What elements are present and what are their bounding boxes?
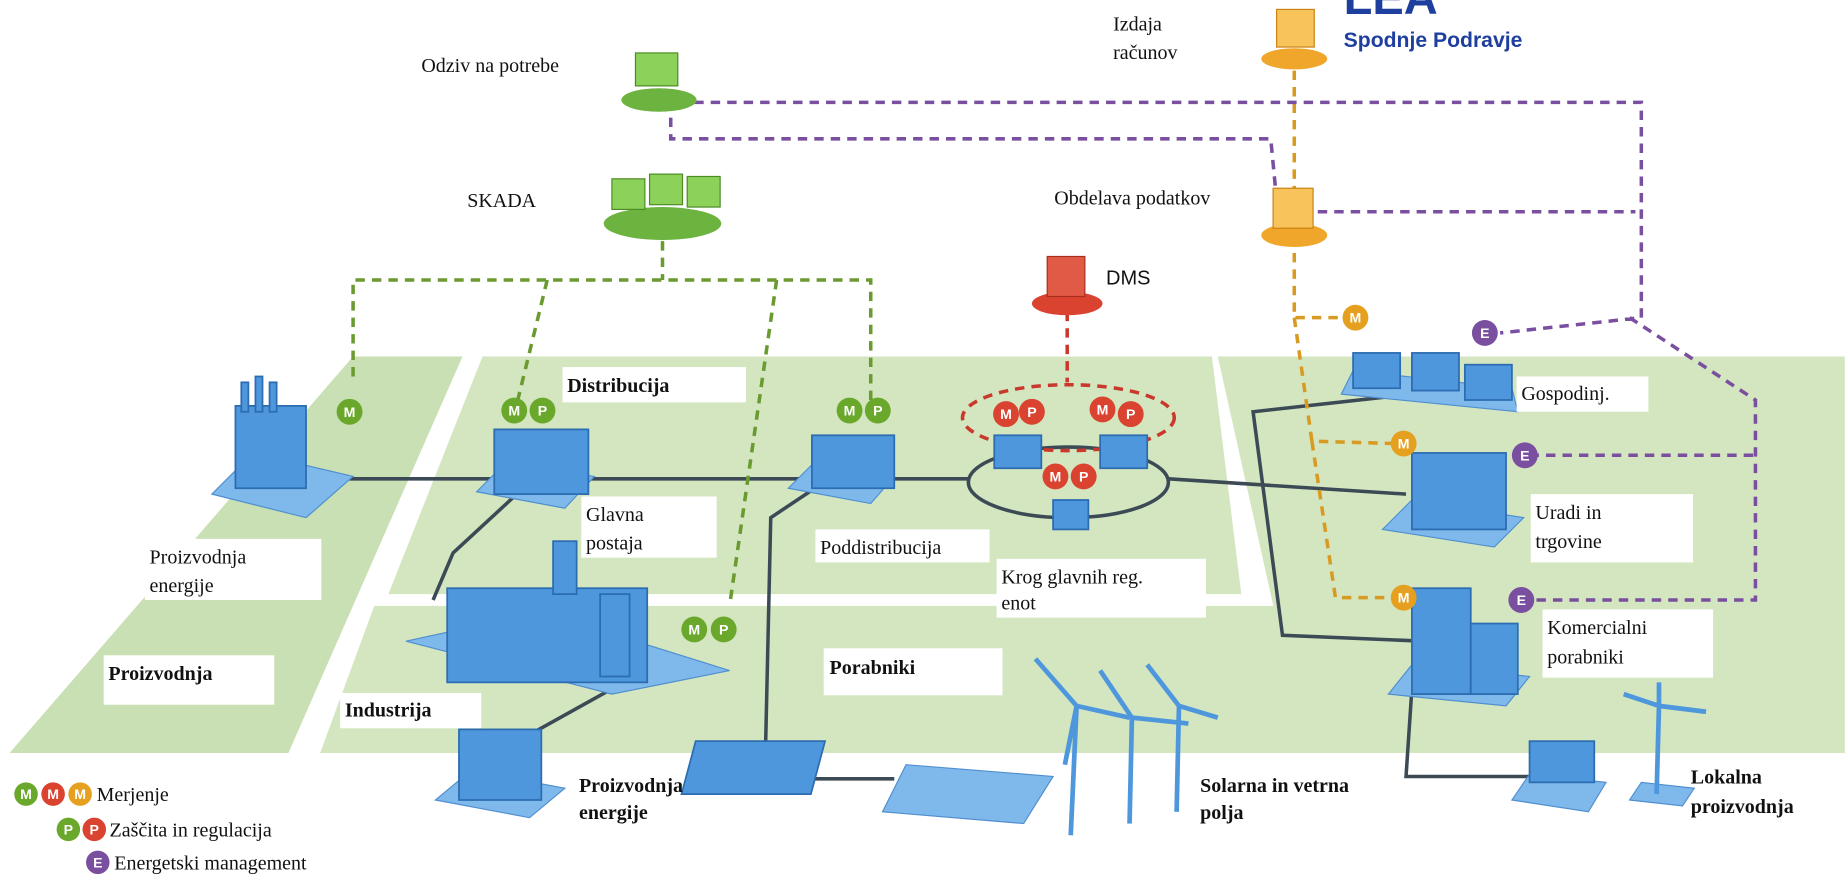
badge: M [993, 401, 1019, 427]
badge: M [1391, 431, 1417, 457]
badge-letter: M [344, 404, 356, 420]
node-label: Glavna [586, 504, 644, 526]
node-label: porabniki [1547, 647, 1624, 669]
node-label: računov [1113, 42, 1177, 64]
node-label: Gospodinj. [1521, 383, 1609, 405]
node-label: Odziv na potrebe [421, 55, 559, 77]
logo: LEA Spodnje Podravje [1344, 0, 1523, 52]
badge-letter: M [844, 403, 856, 419]
node-label: Poddistribucija [820, 537, 941, 559]
badge-letter: P [538, 403, 547, 419]
badge: P [1071, 464, 1097, 490]
badge-letter: M [74, 786, 86, 802]
node-label: DMS [1106, 268, 1150, 290]
legend-badge: M [68, 782, 92, 806]
badge-letter: M [1350, 310, 1362, 326]
area-label: proizvodnja [1691, 796, 1794, 818]
badge-letter: M [1050, 468, 1062, 484]
badge: P [1118, 401, 1144, 427]
area-label: energije [579, 802, 648, 824]
node-label: Komercialni [1547, 617, 1647, 639]
badge-letter: P [90, 821, 99, 837]
badge-letter: M [1097, 401, 1109, 417]
node-label: Uradi in [1535, 502, 1601, 524]
node-label: Proizvodnja [150, 547, 247, 569]
node-label: enot [1001, 592, 1036, 614]
area-label: Proizvodnja [108, 663, 212, 685]
badge-letter: P [873, 403, 882, 419]
badge-letter: M [1000, 406, 1012, 422]
area-label: Distribucija [567, 375, 669, 397]
node-label: postaja [586, 532, 643, 554]
badge-letter: P [1079, 468, 1088, 484]
node-label: energije [150, 575, 214, 597]
node-label: trgovine [1535, 531, 1601, 553]
badge-letter: P [64, 821, 73, 837]
area-label: Industrija [345, 699, 432, 721]
legend: M M M Merjenje P P Zaščita in regulacija… [14, 782, 307, 874]
area-label: polja [1200, 802, 1243, 824]
legend-label: Energetski management [114, 852, 307, 874]
badge: M [837, 398, 863, 424]
badge: M [1343, 305, 1369, 331]
node-label: Izdaja [1113, 14, 1162, 36]
badge-letter: M [508, 403, 520, 419]
badge-letter: E [93, 854, 102, 870]
diagram: M M P M P M P M P M P M P M M M E E E LE… [0, 0, 1845, 880]
badge: P [711, 616, 737, 642]
node-label: Obdelava podatkov [1054, 188, 1210, 210]
badge-letter: M [1398, 436, 1410, 452]
badge-letter: P [1027, 404, 1036, 420]
devices [604, 9, 1328, 315]
badge: E [1472, 320, 1498, 346]
badge: M [1090, 396, 1116, 422]
badge: M [1391, 585, 1417, 611]
legend-badge: P [57, 818, 81, 842]
legend-badge: M [41, 782, 65, 806]
badge: P [1019, 399, 1045, 425]
legend-label: Merjenje [97, 784, 169, 806]
legend-label: Zaščita in regulacija [110, 819, 272, 841]
area-label: Proizvodnja [579, 775, 683, 797]
area-label: Porabniki [830, 657, 916, 679]
badge: E [1508, 587, 1534, 613]
badge-letter: E [1480, 325, 1489, 341]
area-label: Solarna in vetrna [1200, 775, 1349, 797]
badge-letter: M [20, 786, 32, 802]
badge-letter: P [1126, 406, 1135, 422]
badge-letter: E [1520, 447, 1529, 463]
badge: P [530, 398, 556, 424]
node-label: Krog glavnih reg. [1001, 567, 1143, 589]
legend-badge: M [14, 782, 38, 806]
badge-letter: M [688, 621, 700, 637]
logo-subtitle: Spodnje Podravje [1344, 29, 1523, 52]
logo-title: LEA [1344, 0, 1438, 24]
badge-letter: P [719, 621, 728, 637]
legend-badge: E [86, 851, 110, 875]
badge-letter: E [1517, 592, 1526, 608]
badge: M [1043, 464, 1069, 490]
area-label: Lokalna [1691, 767, 1762, 789]
badge: M [681, 616, 707, 642]
legend-badge: P [83, 818, 107, 842]
badge: M [501, 398, 527, 424]
badge-letter: M [47, 786, 59, 802]
badge-letter: M [1398, 590, 1410, 606]
badge: M [337, 399, 363, 425]
node-label: SKADA [467, 190, 536, 212]
badge: P [865, 398, 891, 424]
badge: E [1512, 442, 1538, 468]
